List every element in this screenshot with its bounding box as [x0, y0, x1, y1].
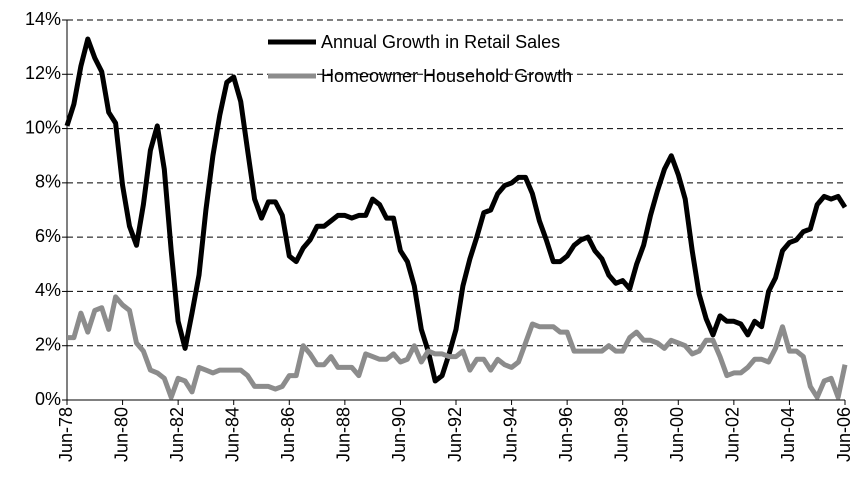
- y-tick-label: 4%: [35, 280, 61, 300]
- legend-label: Homeowner Household Growth: [321, 66, 572, 86]
- x-tick-label: Jun-88: [334, 407, 354, 462]
- x-tick-label: Jun-82: [167, 407, 187, 462]
- y-tick-label: 0%: [35, 389, 61, 409]
- x-tick-label: Jun-98: [611, 407, 631, 462]
- y-tick-label: 14%: [25, 9, 61, 29]
- line-series: [67, 294, 848, 400]
- x-tick-label: Jun-96: [556, 407, 576, 462]
- x-tick-label: Jun-94: [500, 407, 520, 462]
- x-tick-label: Jun-84: [222, 407, 242, 462]
- x-tick-label: Jun-92: [445, 407, 465, 462]
- y-tick-label: 10%: [25, 117, 61, 137]
- x-tick-label: Jun-06: [834, 407, 854, 462]
- y-tick-label: 2%: [35, 334, 61, 354]
- line-series: [64, 36, 848, 384]
- y-tick-label: 6%: [35, 226, 61, 246]
- legend-label: Annual Growth in Retail Sales: [321, 32, 560, 52]
- y-tick-label: 8%: [35, 172, 61, 192]
- x-tick-label: Jun-00: [667, 407, 687, 462]
- y-tick-label: 12%: [25, 63, 61, 83]
- x-tick-label: Jun-86: [278, 407, 298, 462]
- x-tick-label: Jun-90: [389, 407, 409, 462]
- x-tick-label: Jun-02: [723, 407, 743, 462]
- x-tick-label: Jun-80: [111, 407, 131, 462]
- x-tick-label: Jun-78: [56, 407, 76, 462]
- x-tick-label: Jun-04: [778, 407, 798, 462]
